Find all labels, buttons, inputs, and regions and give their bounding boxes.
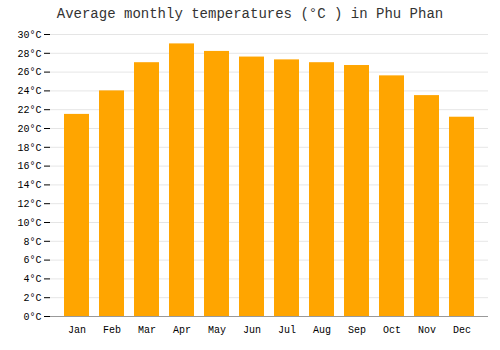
svg-text:8°C: 8°C: [23, 237, 41, 248]
svg-text:16°C: 16°C: [17, 161, 41, 172]
svg-text:12°C: 12°C: [17, 199, 41, 210]
svg-text:Sep: Sep: [348, 325, 366, 336]
svg-text:22°C: 22°C: [17, 105, 41, 116]
svg-text:10°C: 10°C: [17, 218, 41, 229]
svg-text:6°C: 6°C: [23, 255, 41, 266]
svg-text:Jun: Jun: [243, 325, 261, 336]
svg-text:26°C: 26°C: [17, 67, 41, 78]
svg-text:Aug: Aug: [313, 325, 331, 336]
svg-text:28°C: 28°C: [17, 49, 41, 60]
svg-text:2°C: 2°C: [23, 293, 41, 304]
svg-text:0°C: 0°C: [23, 312, 41, 323]
svg-text:May: May: [208, 325, 226, 336]
svg-text:Jan: Jan: [68, 325, 86, 336]
html-text:Average monthly temperatures (: Average monthly temperatures (°C ) in Ph…: [56, 6, 444, 22]
svg-text:18°C: 18°C: [17, 143, 41, 154]
svg-text:24°C: 24°C: [17, 86, 41, 97]
svg-text:Mar: Mar: [138, 325, 156, 336]
svg-text:30°C: 30°C: [17, 30, 41, 41]
svg-text:Apr: Apr: [173, 325, 191, 336]
svg-text:Jul: Jul: [278, 325, 296, 336]
svg-text:Feb: Feb: [103, 325, 121, 336]
svg-text:20°C: 20°C: [17, 124, 41, 135]
svg-text:Nov: Nov: [418, 325, 436, 336]
svg-text:Dec: Dec: [453, 325, 471, 336]
svg-text:4°C: 4°C: [23, 274, 41, 285]
svg-text:Oct: Oct: [383, 325, 401, 336]
svg-text:14°C: 14°C: [17, 180, 41, 191]
